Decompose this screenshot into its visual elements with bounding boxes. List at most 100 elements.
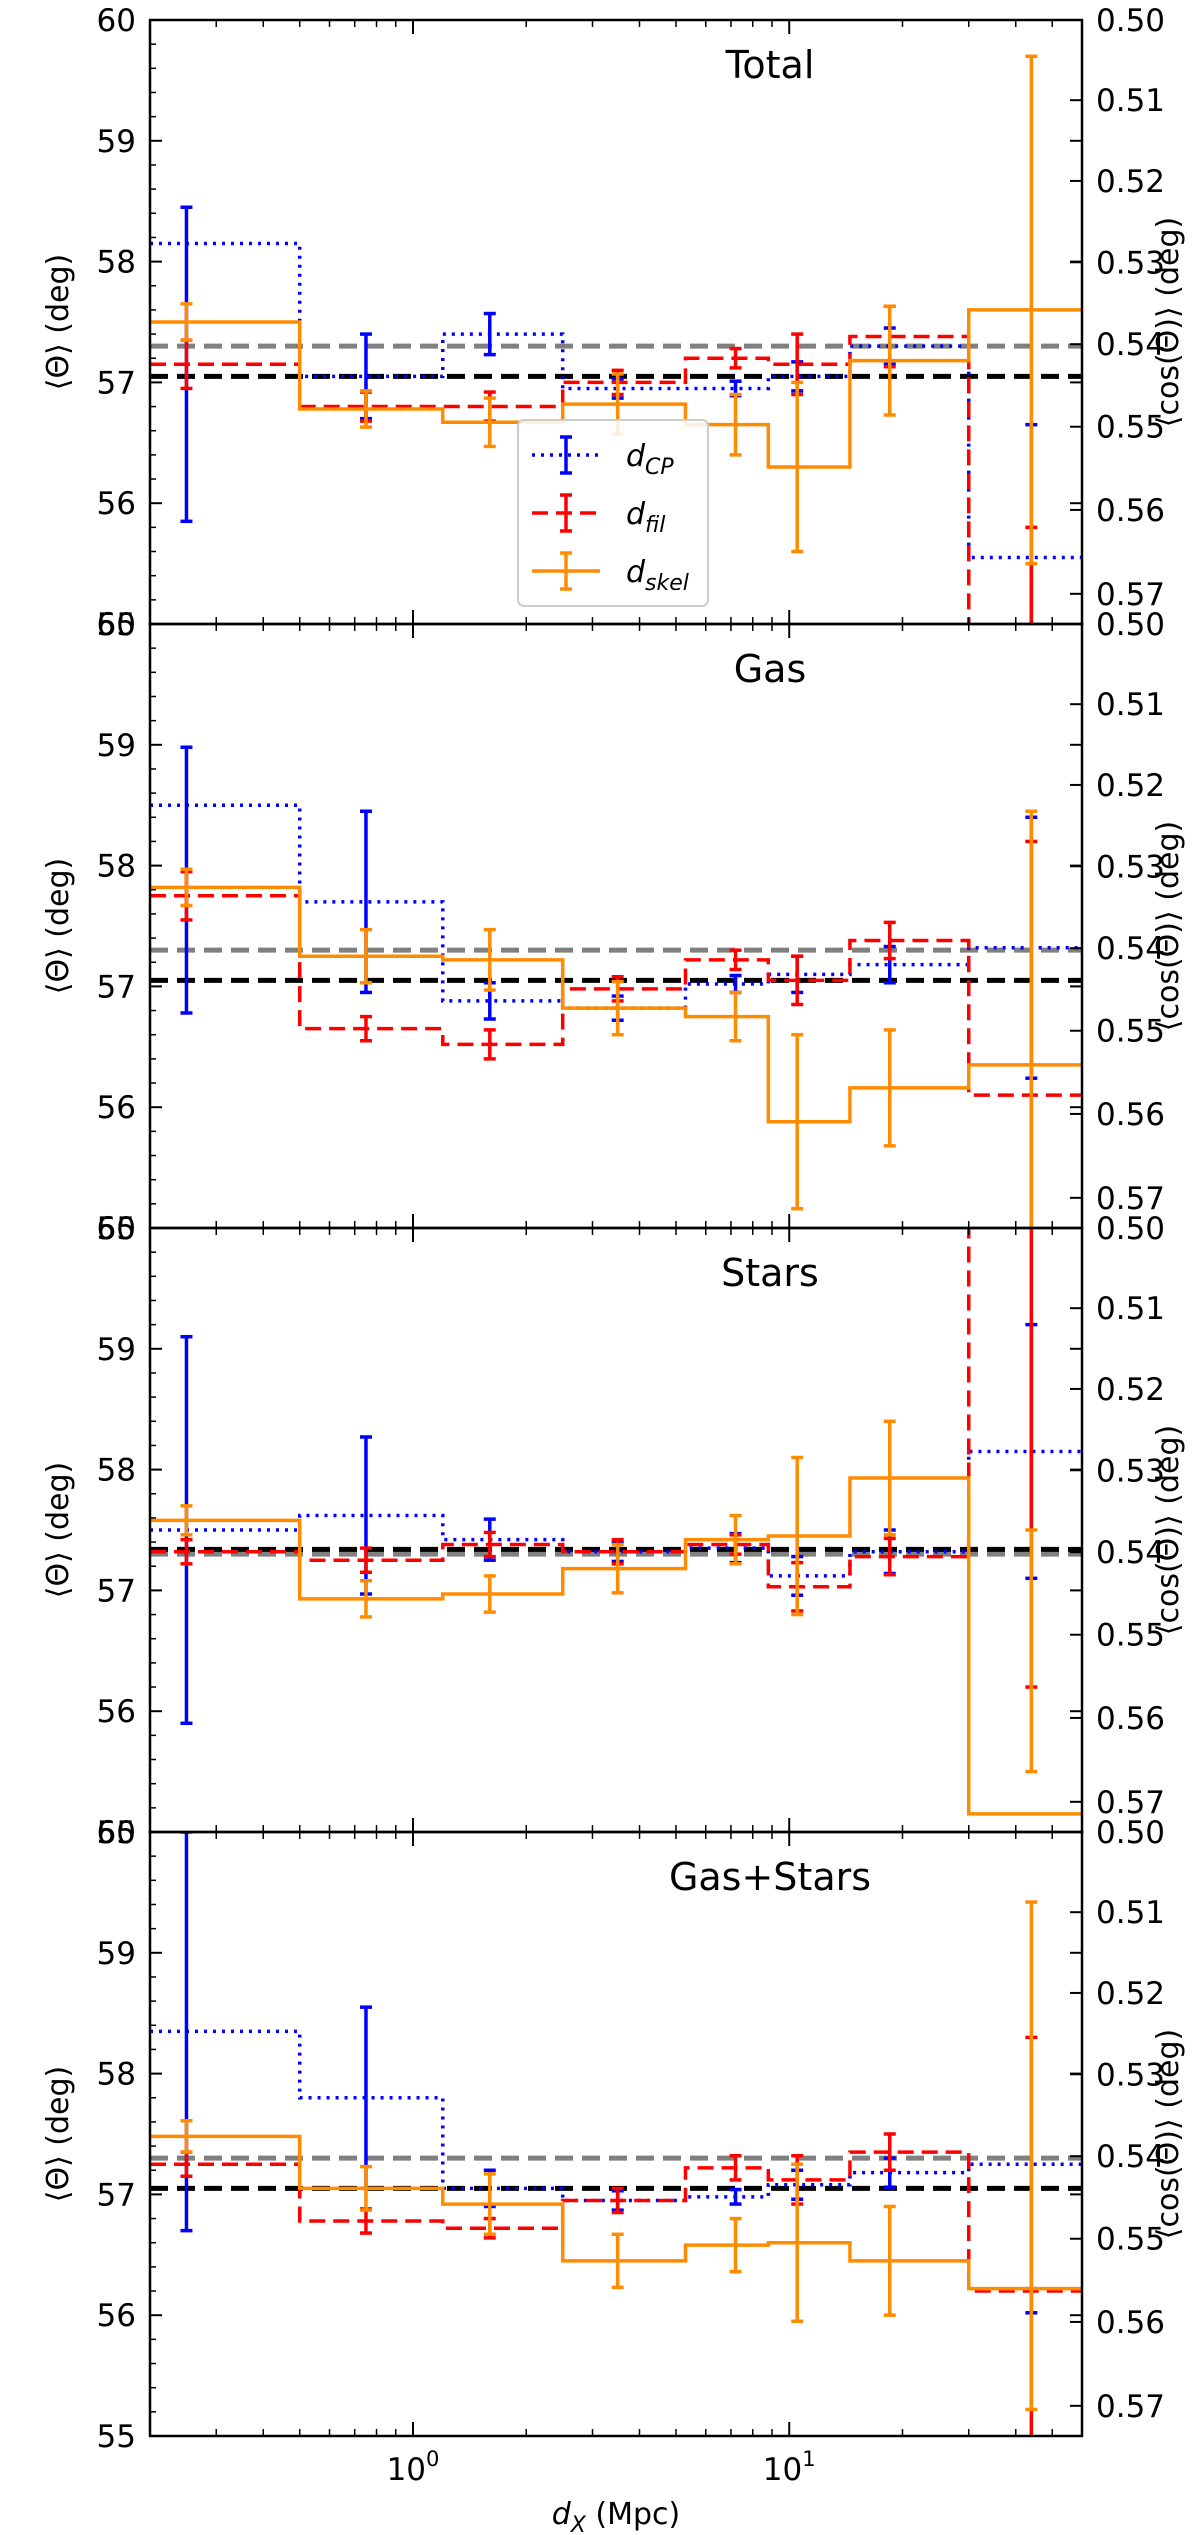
y-tick-label: 56 — [97, 486, 136, 522]
series-step-fil — [150, 334, 971, 624]
y2-tick-label: 0.53 — [1096, 245, 1165, 281]
y2-tick-label: 0.56 — [1096, 1701, 1165, 1737]
y2-tick-label: 0.52 — [1096, 1372, 1165, 1408]
x-label-sub: X — [570, 2513, 587, 2535]
y-tick-label: 55 — [97, 607, 136, 643]
series-step-skel — [150, 308, 1082, 469]
y2-tick-label: 0.55 — [1096, 410, 1165, 446]
y2-tick-label: 0.51 — [1096, 83, 1165, 119]
y2-tick-label: 0.51 — [1096, 1291, 1165, 1327]
panel-stars: 55 56 57 58 59 60 0.50 0.51 0.52 0.53 0.54 0.55 0.56… — [41, 1211, 1186, 1851]
y2-tick-label: 0.54 — [1096, 2139, 1165, 2175]
legend-label-sub: skel — [645, 571, 689, 596]
legend-label-main: d — [626, 497, 646, 532]
y-tick-label: 58 — [97, 1453, 136, 1489]
series-step-fil — [150, 2150, 1082, 2293]
y-tick-label: 56 — [97, 1694, 136, 1730]
y-tick-label: 55 — [97, 2419, 136, 2455]
y2-tick-label: 0.57 — [1096, 1181, 1165, 1217]
y2-tick-label: 0.52 — [1096, 768, 1165, 804]
legend-label: dCP — [626, 439, 674, 480]
series-step-skel — [150, 885, 1082, 1124]
y2-tick-label: 0.57 — [1096, 2389, 1165, 2425]
x-axis-label: dX (Mpc) — [552, 2497, 681, 2535]
y-tick-label: 56 — [97, 1090, 136, 1126]
panel-total: 55 56 57 58 59 60 0.50 0.51 0.52 0.53 0.54 0.55 0.56… — [41, 3, 1186, 643]
legend-label-sub: fil — [645, 513, 665, 538]
y2-tick-label: 0.50 — [1096, 1815, 1165, 1851]
y-tick-label: 58 — [97, 849, 136, 885]
plot-area — [150, 745, 1082, 1228]
y2-tick-label: 0.51 — [1096, 1895, 1165, 1931]
x-tick-base: 10 — [387, 2452, 426, 2488]
y-axis-label: ⟨Θ⟩ (deg) — [41, 1462, 76, 1599]
legend-label: dskel — [626, 555, 689, 596]
y-tick-label: 55 — [97, 1211, 136, 1247]
plot-area — [150, 54, 1082, 624]
x-tick-exp: 0 — [426, 2447, 439, 2471]
series-step-fil — [150, 1228, 971, 1589]
x-tick-exp: 1 — [802, 2447, 815, 2471]
y-tick-label: 60 — [97, 607, 136, 643]
y2-axis-label: ⟨cos(Θ)⟩ (deg) — [1151, 821, 1186, 1031]
axes-frame — [148, 1830, 1084, 2438]
y2-tick-label: 0.53 — [1096, 2057, 1165, 2093]
y2-tick-label: 0.50 — [1096, 3, 1165, 39]
panel-gas-stars: 55 56 57 58 59 60 0.50 0.51 0.52 0.53 0.54 0.55 0.56… — [41, 1815, 1186, 2535]
legend-label: dfil — [626, 497, 665, 538]
series-step-cp — [150, 2029, 1082, 2203]
panel-title: Total — [725, 43, 815, 87]
y-axis-label: ⟨Θ⟩ (deg) — [41, 858, 76, 995]
series-step-cp — [150, 241, 1082, 560]
legend-label-main: d — [626, 439, 646, 474]
y2-tick-label: 0.50 — [1096, 1211, 1165, 1247]
y-tick-label: 57 — [97, 969, 136, 1005]
panel-title: Gas+Stars — [669, 1855, 871, 1899]
series-step-skel — [150, 2134, 1082, 2291]
y2-tick-label: 0.51 — [1096, 687, 1165, 723]
y-tick-label: 57 — [97, 1573, 136, 1609]
y-tick-label: 57 — [97, 2177, 136, 2213]
y2-tick-label: 0.56 — [1096, 2305, 1165, 2341]
panel-gas: 55 56 57 58 59 60 0.50 0.51 0.52 0.53 0.54 0.55 0.56… — [41, 607, 1186, 1247]
y-tick-label: 56 — [97, 2298, 136, 2334]
y-tick-label: 59 — [97, 1936, 136, 1972]
y2-tick-label: 0.55 — [1096, 1014, 1165, 1050]
y2-tick-label: 0.56 — [1096, 1097, 1165, 1133]
y2-tick-label: 0.53 — [1096, 1453, 1165, 1489]
x-tick-label: 100 — [387, 2447, 440, 2488]
y2-tick-label: 0.52 — [1096, 164, 1165, 200]
y2-axis-label: ⟨cos(Θ)⟩ (deg) — [1151, 2029, 1186, 2239]
series-step-fil — [150, 894, 1082, 1097]
y-tick-label: 58 — [97, 245, 136, 281]
y-axis-label: ⟨Θ⟩ (deg) — [41, 254, 76, 391]
y2-tick-label: 0.54 — [1096, 931, 1165, 967]
y2-tick-label: 0.54 — [1096, 327, 1165, 363]
x-tick-label: 101 — [763, 2447, 816, 2488]
y2-axis-label: ⟨cos(Θ)⟩ (deg) — [1151, 1425, 1186, 1635]
y-tick-label: 59 — [97, 728, 136, 764]
x-tick-base: 10 — [763, 2452, 802, 2488]
series-step-cp — [150, 803, 1082, 1010]
x-label-tail: (Mpc) — [586, 2497, 680, 2532]
axes-frame — [148, 1226, 1084, 1834]
y2-tick-label: 0.55 — [1096, 1618, 1165, 1654]
y2-tick-label: 0.52 — [1096, 1976, 1165, 2012]
panel-title: Stars — [721, 1251, 819, 1295]
legend-label-sub: CP — [645, 455, 674, 480]
y-tick-label: 60 — [97, 1815, 136, 1851]
y2-tick-label: 0.57 — [1096, 1785, 1165, 1821]
y-tick-label: 60 — [97, 3, 136, 39]
y-tick-label: 59 — [97, 1332, 136, 1368]
y2-tick-label: 0.53 — [1096, 849, 1165, 885]
y2-axis-label: ⟨cos(Θ)⟩ (deg) — [1151, 217, 1186, 427]
y2-tick-label: 0.50 — [1096, 607, 1165, 643]
plot-area — [150, 1228, 1082, 1816]
y-axis-label: ⟨Θ⟩ (deg) — [41, 2066, 76, 2203]
y-tick-label: 59 — [97, 124, 136, 160]
y-tick-label: 60 — [97, 1211, 136, 1247]
series-step-cp — [150, 1449, 1082, 1578]
y2-tick-label: 0.54 — [1096, 1535, 1165, 1571]
